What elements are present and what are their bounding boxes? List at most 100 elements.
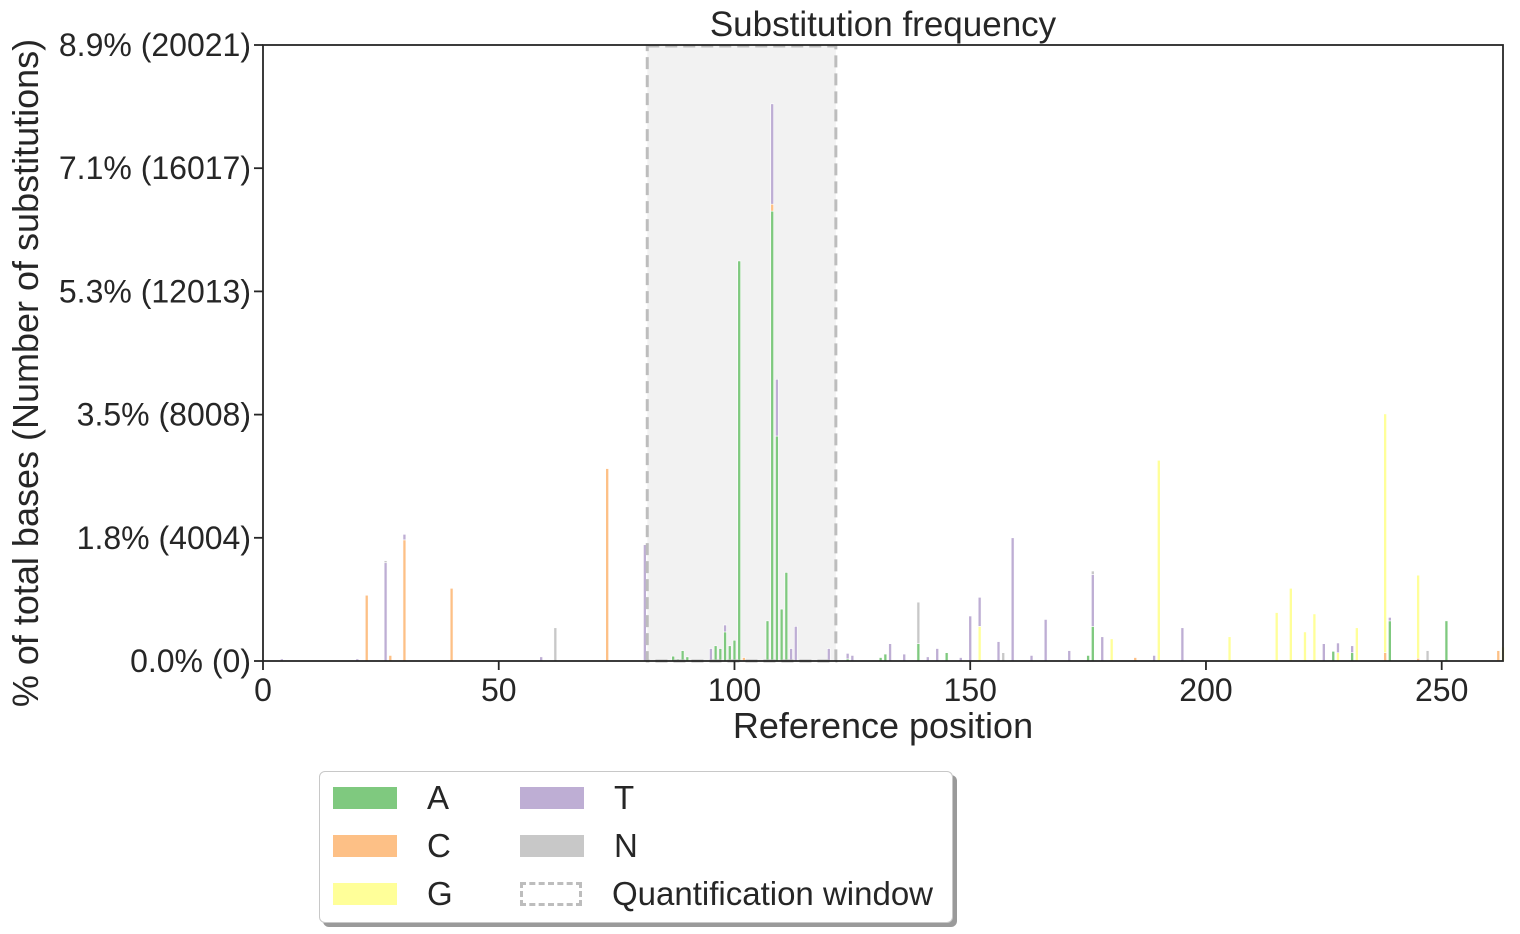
legend-item-c: C xyxy=(333,826,451,866)
bar-c-73 xyxy=(605,468,609,662)
bar-t-143 xyxy=(935,648,939,662)
bar-t-156 xyxy=(996,641,1001,662)
bar-g-223 xyxy=(1312,613,1317,662)
bar-c-40 xyxy=(449,588,454,662)
bar-t-109 xyxy=(775,378,779,437)
bar-g-238 xyxy=(1383,413,1387,653)
bar-t-228 xyxy=(1336,642,1340,653)
bar-a-98 xyxy=(723,631,727,662)
bar-n-176 xyxy=(1091,570,1095,575)
bar-t-30 xyxy=(402,534,407,541)
legend-item-g: G xyxy=(333,874,453,914)
x-tick-label-2: 100 xyxy=(708,672,761,708)
y-tick-label-5: 8.9% (20021) xyxy=(59,27,251,63)
bar-a-251 xyxy=(1444,620,1449,662)
bar-g-205 xyxy=(1227,636,1232,662)
bar-t-152 xyxy=(977,597,982,627)
x-tick-label-3: 150 xyxy=(944,672,997,708)
bar-t-176 xyxy=(1091,574,1095,627)
bar-t-239 xyxy=(1388,617,1392,622)
bar-a-227 xyxy=(1331,651,1336,662)
legend-swatch-g xyxy=(333,883,397,905)
chart-title: Substitution frequency xyxy=(710,5,1057,44)
x-tick-label-5: 250 xyxy=(1415,672,1468,708)
bar-t-120 xyxy=(827,648,831,662)
bar-t-108 xyxy=(770,103,774,205)
bar-g-221 xyxy=(1303,631,1307,662)
legend-swatch-n xyxy=(520,835,584,857)
chart-legend: A C G T N Quantification window xyxy=(319,771,953,923)
bar-a-145 xyxy=(944,652,949,662)
bar-a-96 xyxy=(713,645,718,662)
bar-a-101 xyxy=(737,260,741,662)
bar-a-89 xyxy=(680,650,685,662)
bar-a-110 xyxy=(779,608,784,662)
legend-label-n: N xyxy=(614,827,638,864)
bar-t-171 xyxy=(1067,650,1071,662)
bar-t-113 xyxy=(794,626,798,662)
plot-frame xyxy=(262,44,1504,662)
y-tick-label-1: 1.8% (4004) xyxy=(77,520,251,556)
bar-n-139 xyxy=(916,601,921,644)
y-tick-label-4: 7.1% (16017) xyxy=(59,150,251,186)
bar-t-225 xyxy=(1322,643,1326,662)
bar-t-133 xyxy=(888,643,892,662)
legend-item-a: A xyxy=(333,778,449,818)
bar-c-262 xyxy=(1496,650,1501,662)
y-tick-label-2: 3.5% (8008) xyxy=(77,397,251,433)
bar-a-99 xyxy=(728,645,732,662)
bar-t-26 xyxy=(383,562,388,662)
bar-g-232 xyxy=(1355,627,1359,662)
bar-n-26 xyxy=(383,560,388,564)
legend-item-quantification-window: Quantification window xyxy=(520,874,933,914)
x-tick-label-0: 0 xyxy=(254,672,272,708)
bar-a-239 xyxy=(1388,620,1392,662)
legend-label-g: G xyxy=(427,875,453,912)
bar-a-176 xyxy=(1091,626,1095,662)
y-tick-label-3: 5.3% (12013) xyxy=(59,273,251,309)
bar-n-157 xyxy=(1001,652,1005,662)
substitution-frequency-chart: 0.0% (0) 1.8% (4004) 3.5% (8008) 5.3% (1201… xyxy=(5,5,1505,746)
bar-c-22 xyxy=(364,594,369,662)
bar-g-218 xyxy=(1289,588,1293,662)
bar-a-139 xyxy=(916,643,921,662)
bar-g-245 xyxy=(1416,574,1420,659)
bar-a-107 xyxy=(765,620,770,662)
bar-g-228 xyxy=(1336,652,1340,662)
bar-t-136 xyxy=(902,653,906,662)
bar-c-238 xyxy=(1383,652,1387,662)
bar-a-111 xyxy=(784,572,789,662)
x-axis-label: Reference position xyxy=(733,705,1033,746)
bar-c-30 xyxy=(402,539,407,662)
legend-swatch-quantification-window xyxy=(520,882,582,906)
y-tick-label-0: 0.0% (0) xyxy=(130,643,251,679)
bar-g-180 xyxy=(1109,638,1114,662)
x-tick-label-1: 50 xyxy=(481,672,517,708)
bar-a-132 xyxy=(883,653,888,662)
bar-t-95 xyxy=(709,648,713,662)
legend-item-n: N xyxy=(520,826,638,866)
y-axis-label: % of total bases (Number of substitution… xyxy=(5,39,46,707)
bar-g-152 xyxy=(977,626,982,662)
bar-c-108 xyxy=(770,203,774,212)
bar-t-112 xyxy=(789,648,793,662)
bar-a-109 xyxy=(775,435,779,662)
bar-a-97 xyxy=(718,648,723,662)
legend-item-t: T xyxy=(520,778,634,818)
bar-t-166 xyxy=(1043,619,1048,662)
bar-t-159 xyxy=(1010,537,1015,662)
bar-a-231 xyxy=(1350,652,1354,662)
bar-n-62 xyxy=(553,627,558,662)
bar-t-195 xyxy=(1180,627,1185,662)
bar-t-124 xyxy=(845,653,850,660)
legend-swatch-a xyxy=(333,787,397,809)
x-tick-label-4: 200 xyxy=(1179,672,1232,708)
legend-swatch-c xyxy=(333,835,397,857)
quantification-window-fill xyxy=(647,45,836,661)
legend-label-c: C xyxy=(427,827,451,864)
bar-n-247 xyxy=(1425,650,1430,662)
legend-label-quantification-window: Quantification window xyxy=(612,875,934,912)
legend-label-a: A xyxy=(427,779,450,816)
bar-t-98 xyxy=(723,624,727,633)
bar-a-108 xyxy=(770,210,774,662)
